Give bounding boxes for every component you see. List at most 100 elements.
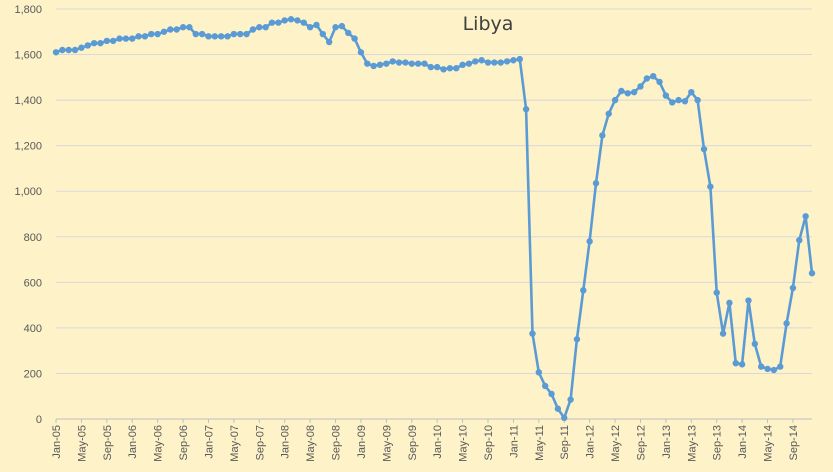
data-point [586, 238, 593, 245]
x-tick-label: Jan-09 [356, 425, 368, 459]
data-point [484, 59, 492, 66]
x-tick-label: May-10 [458, 425, 470, 462]
x-tick-label: Jan-07 [203, 425, 215, 459]
data-point [237, 30, 244, 38]
data-point [472, 58, 479, 65]
data-point [459, 61, 466, 69]
data-point [777, 363, 784, 370]
x-tick-label: Sep-12 [635, 425, 647, 460]
data-point [580, 287, 587, 294]
x-axis-tick-labels: Jan-05 May-05 Sep-05 Jan-06 May-06 Sep-06 Jan-… [51, 425, 800, 462]
data-point [294, 17, 301, 24]
x-tick-label: Jan-05 [51, 425, 63, 459]
data-point [71, 46, 79, 54]
data-point [275, 19, 282, 26]
x-axis [55, 418, 812, 423]
data-point [688, 88, 695, 96]
x-tick-label: Jan-11 [508, 425, 520, 458]
data-point [319, 30, 327, 38]
data-point [205, 33, 212, 40]
x-tick-label: May-14 [763, 425, 775, 462]
data-point [624, 90, 631, 97]
data-point [389, 58, 396, 65]
data-point [300, 19, 307, 26]
data-point [65, 46, 72, 54]
series-markers [52, 16, 816, 422]
data-point [751, 340, 759, 348]
x-tick-label: Jan-06 [127, 425, 139, 459]
data-point [186, 24, 193, 31]
data-point [262, 24, 269, 31]
data-point [675, 96, 682, 104]
x-tick-label: Sep-09 [407, 425, 419, 460]
data-point [561, 414, 568, 422]
data-point [643, 75, 651, 82]
x-tick-label: May-13 [686, 425, 698, 462]
data-point [605, 110, 612, 117]
data-point [249, 26, 257, 33]
data-point [116, 35, 123, 42]
data-point [510, 57, 517, 64]
data-point [535, 369, 543, 376]
data-point [478, 57, 485, 64]
x-tick-label: Sep-10 [483, 425, 495, 460]
data-point [414, 60, 422, 67]
data-point [726, 299, 733, 307]
data-point [395, 59, 403, 66]
chart-title: Libya [463, 13, 514, 35]
data-point [217, 33, 225, 40]
data-point [529, 330, 536, 337]
data-point [160, 28, 168, 35]
data-point [376, 61, 384, 69]
data-point [433, 63, 441, 71]
x-tick-label: Jan-14 [737, 425, 749, 459]
data-point [192, 30, 199, 38]
y-tick-label: 0 [36, 414, 42, 426]
data-point [90, 39, 98, 47]
data-point [770, 366, 778, 374]
data-point [97, 39, 104, 47]
data-point [446, 65, 454, 72]
y-tick-label: 800 [24, 232, 42, 244]
data-point [573, 336, 581, 343]
data-point [707, 183, 714, 190]
y-axis-tick-labels: 0 200 400 600 800 1,000 1,200 1,400 1,600 1,800 [14, 4, 42, 426]
data-point [167, 26, 174, 33]
y-tick-label: 1,400 [14, 95, 42, 107]
x-tick-label: Sep-11 [559, 425, 571, 460]
data-point [599, 132, 606, 139]
y-tick-label: 400 [24, 323, 42, 335]
x-tick-label: Sep-08 [331, 425, 343, 460]
data-point [503, 58, 511, 65]
data-point [78, 44, 85, 51]
x-tick-label: Sep-14 [788, 425, 800, 460]
data-point [548, 390, 555, 398]
data-point [713, 289, 720, 296]
data-point [84, 42, 91, 49]
data-point [154, 30, 161, 38]
y-tick-label: 1,200 [14, 141, 42, 153]
data-point [313, 21, 320, 29]
data-point [618, 87, 625, 95]
data-point [802, 213, 809, 220]
data-point [402, 59, 409, 66]
data-point [516, 55, 523, 63]
x-tick-label: Jan-13 [661, 425, 673, 459]
y-tick-label: 600 [24, 277, 42, 289]
data-point [757, 363, 765, 370]
x-tick-label: Jan-12 [585, 425, 597, 459]
data-point [243, 30, 250, 38]
x-tick-label: Sep-05 [102, 425, 114, 460]
x-tick-label: May-05 [76, 425, 88, 462]
data-point [351, 35, 358, 42]
data-point [325, 38, 333, 46]
data-point [630, 88, 638, 96]
data-point [796, 236, 803, 244]
data-point [427, 63, 435, 71]
data-point [148, 30, 155, 38]
data-point [383, 60, 390, 67]
data-point [764, 365, 771, 373]
y-tick-label: 1,000 [14, 186, 42, 198]
data-point [129, 35, 136, 42]
data-point [141, 33, 149, 40]
